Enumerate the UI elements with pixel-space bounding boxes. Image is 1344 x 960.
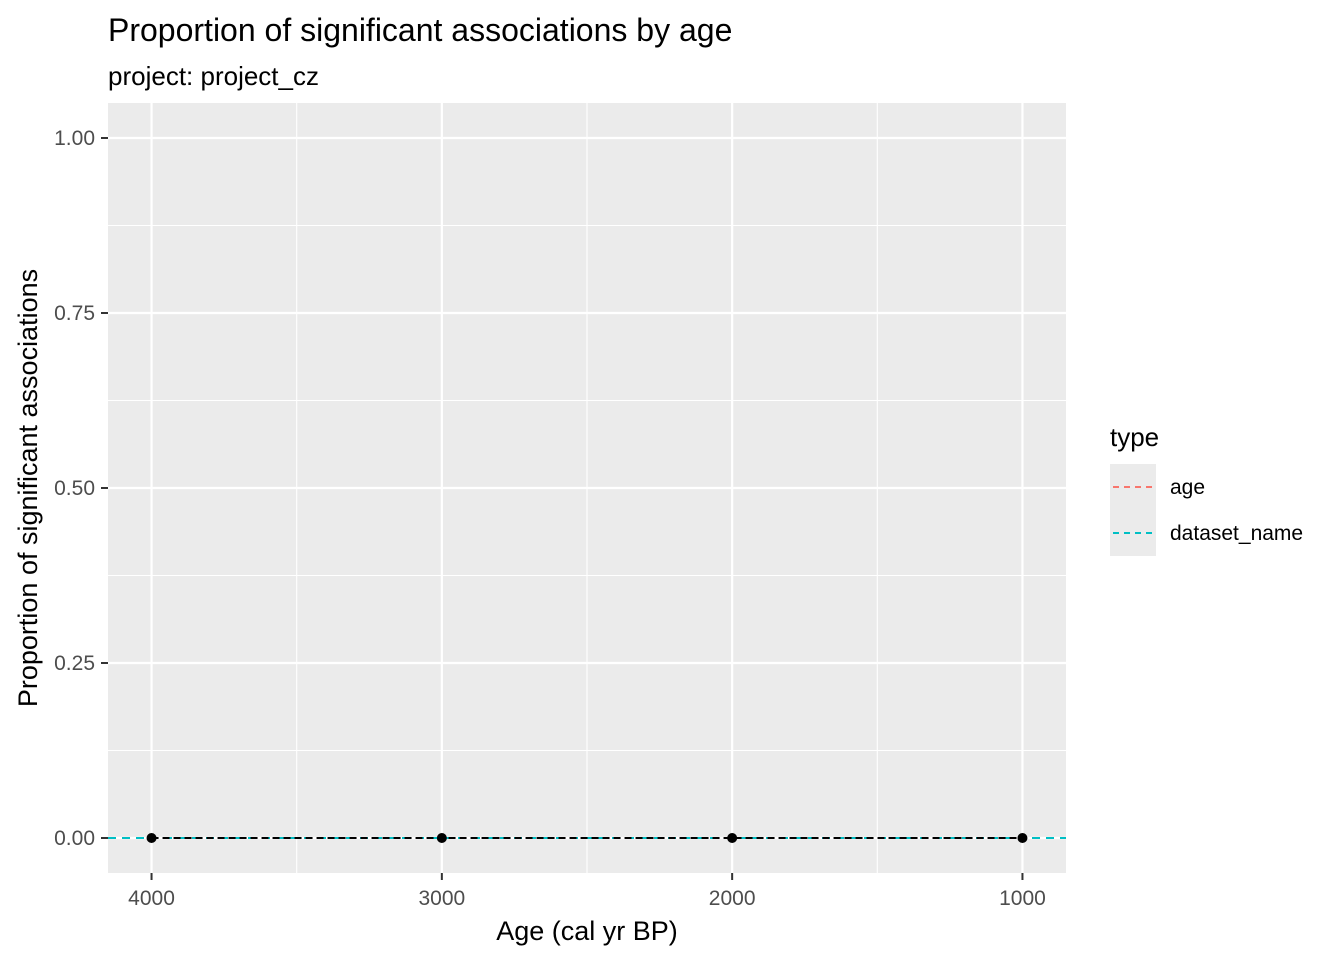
data-point [436,833,447,843]
x-tick-label: 4000 [128,887,175,910]
data-point [146,833,157,843]
y-tick-label: 0.50 [54,477,95,500]
x-tick-label: 1000 [999,887,1046,910]
data-point [727,833,738,843]
legend-label: age [1170,476,1205,499]
y-tick-label: 0.00 [54,827,95,850]
y-axis-title: Proportion of significant associations [13,269,43,707]
chart-subtitle: project: project_cz [108,61,319,91]
y-tick-label: 0.75 [54,302,95,325]
legend-label: dataset_name [1170,522,1303,545]
legend: type age dataset_name [1110,422,1303,556]
data-series [146,833,1028,843]
x-tick-label: 2000 [709,887,756,910]
chart-title: Proportion of significant associations b… [108,12,732,48]
x-axis: 4000 3000 2000 1000 [128,873,1046,910]
y-axis: 0.00 0.25 0.50 0.75 1.00 [54,127,108,850]
legend-key-background [1110,464,1156,556]
y-tick-label: 0.25 [54,652,95,675]
y-tick-label: 1.00 [54,127,95,150]
x-tick-label: 3000 [418,887,465,910]
legend-title: type [1110,422,1159,452]
x-axis-title: Age (cal yr BP) [496,916,678,946]
data-point [1017,833,1028,843]
